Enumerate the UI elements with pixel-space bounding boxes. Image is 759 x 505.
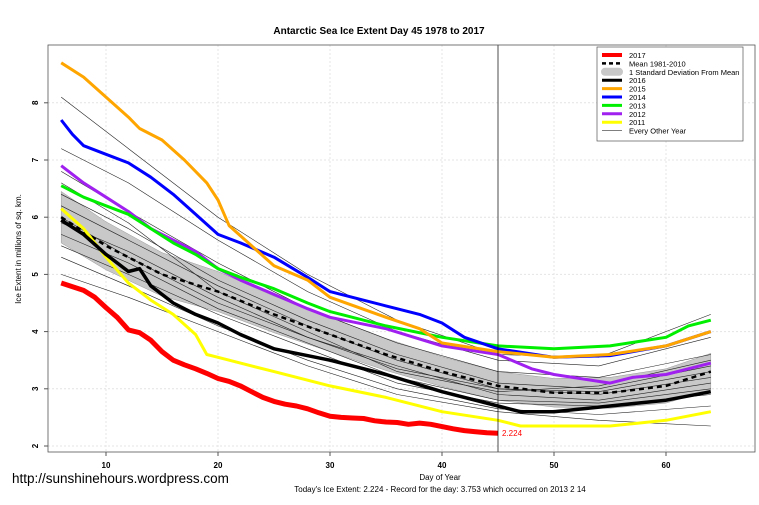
y-tick-label: 3 xyxy=(31,386,40,391)
x-tick-label: 60 xyxy=(662,461,671,470)
other-year-line xyxy=(61,171,711,378)
mean-line-group xyxy=(60,216,712,395)
other-year-line xyxy=(61,274,711,427)
series-line-2013 xyxy=(60,184,712,351)
mean-line xyxy=(60,216,712,395)
x-tick-label: 30 xyxy=(326,461,335,470)
y-tick-label: 4 xyxy=(31,329,40,334)
axes: 10 20 30 40 50 60 2 3 4 5 6 7 8 xyxy=(31,44,756,470)
series-line-2011 xyxy=(60,207,712,428)
legend-label: Every Other Year xyxy=(629,127,687,136)
other-year-line xyxy=(61,234,711,404)
legend-label: 1 Standard Deviation From Mean xyxy=(629,68,739,77)
series-line-2012 xyxy=(60,164,712,385)
x-tick-label: 10 xyxy=(102,461,111,470)
legend-label: 2016 xyxy=(629,76,646,85)
other-year-line xyxy=(61,256,711,415)
chart-title: Antarctic Sea Ice Extent Day 45 1978 to … xyxy=(273,26,485,37)
legend-box xyxy=(596,46,744,142)
series-line-2015 xyxy=(60,61,712,359)
x-tick-label: 40 xyxy=(438,461,447,470)
series-line-2014 xyxy=(60,119,712,359)
y-tick-label: 5 xyxy=(31,272,40,277)
series-line-2016 xyxy=(60,218,712,414)
y-axis-label: Ice Extent in millions of sq. km. xyxy=(14,194,23,304)
y-tick-label: 6 xyxy=(31,214,40,219)
legend-label: 2013 xyxy=(629,101,646,110)
x-tick-label: 50 xyxy=(550,461,559,470)
y-tick-label: 7 xyxy=(31,157,40,162)
x-tick-label: 20 xyxy=(214,461,223,470)
end-value-label: 2.224 xyxy=(502,429,523,438)
legend-label: 2011 xyxy=(629,118,645,127)
plot-frame xyxy=(47,44,756,453)
other-year-line xyxy=(61,148,711,367)
y-tick-label: 2 xyxy=(31,443,40,448)
watermark-url: http://sunshinehours.wordpress.com xyxy=(12,471,229,486)
legend-label: 2014 xyxy=(629,93,646,102)
chart-subtitle: Today's Ice Extent: 2.224 - Record for t… xyxy=(294,485,586,494)
legend-label: 2017 xyxy=(629,51,646,60)
series-line-2017 xyxy=(60,280,499,436)
legend-label: Mean 1981-2010 xyxy=(629,59,686,68)
legend-swatch-band xyxy=(601,67,623,76)
y-tick-label: 8 xyxy=(31,100,40,105)
x-axis-label: Day of Year xyxy=(419,473,461,482)
other-year-line xyxy=(61,216,711,393)
legend-label: 2015 xyxy=(629,85,646,94)
other-year-line xyxy=(61,182,711,393)
other-year-line xyxy=(61,194,711,390)
series-lines xyxy=(60,61,712,436)
legend-label: 2012 xyxy=(629,110,646,119)
